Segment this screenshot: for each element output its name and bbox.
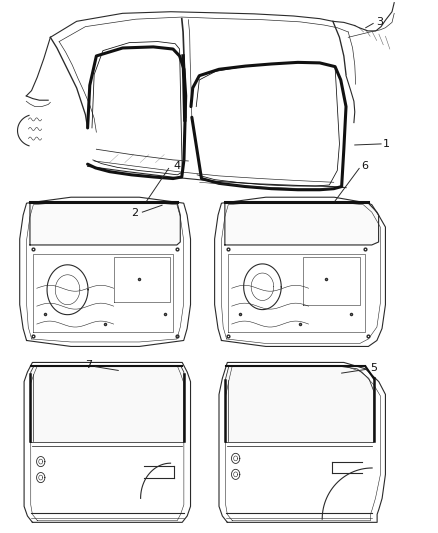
Text: 2: 2 — [131, 208, 138, 218]
Text: 1: 1 — [383, 139, 390, 149]
Text: 3: 3 — [377, 18, 384, 27]
Text: 7: 7 — [85, 360, 92, 370]
Text: 5: 5 — [370, 363, 377, 373]
Text: 6: 6 — [361, 161, 368, 171]
Polygon shape — [30, 201, 180, 245]
Polygon shape — [226, 366, 374, 442]
Polygon shape — [31, 366, 184, 442]
Text: 4: 4 — [173, 161, 180, 171]
Polygon shape — [225, 201, 378, 245]
